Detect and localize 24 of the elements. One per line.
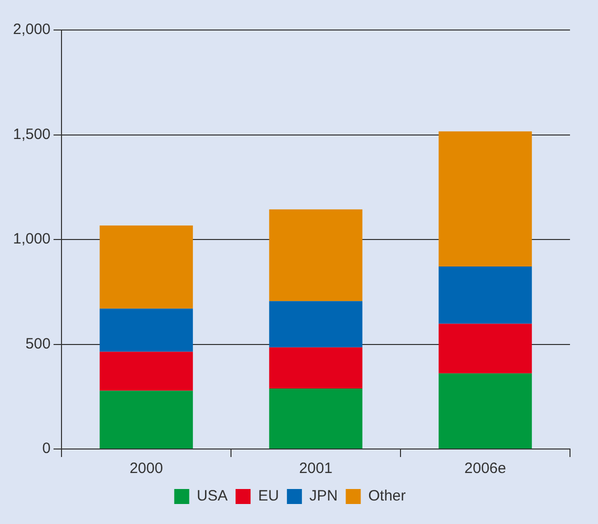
bar: [438, 324, 532, 374]
bar: [100, 352, 193, 391]
bar: [269, 347, 362, 388]
bar: [269, 209, 362, 302]
y-tick-label: 0: [42, 440, 51, 458]
bar: [100, 308, 193, 352]
bar: [438, 266, 532, 324]
y-tick-label: 1,500: [12, 126, 51, 143]
bar: [269, 301, 362, 348]
legend-label: EU: [258, 488, 279, 505]
y-tick-label: 2,000: [12, 21, 51, 38]
legend-label: Other: [368, 488, 406, 505]
legend-label: USA: [196, 488, 228, 505]
bar: [438, 373, 532, 448]
bar: [100, 390, 193, 448]
bar: [100, 225, 193, 309]
x-tick-label: 2001: [299, 460, 332, 478]
legend-label: JPN: [309, 488, 338, 505]
y-tick-label: 500: [26, 335, 51, 352]
bar: [269, 388, 362, 448]
bar: [438, 131, 532, 267]
x-tick-label: 2006e: [464, 460, 506, 478]
x-tick-label: 2000: [130, 460, 163, 478]
y-tick-label: 1,000: [12, 230, 51, 248]
